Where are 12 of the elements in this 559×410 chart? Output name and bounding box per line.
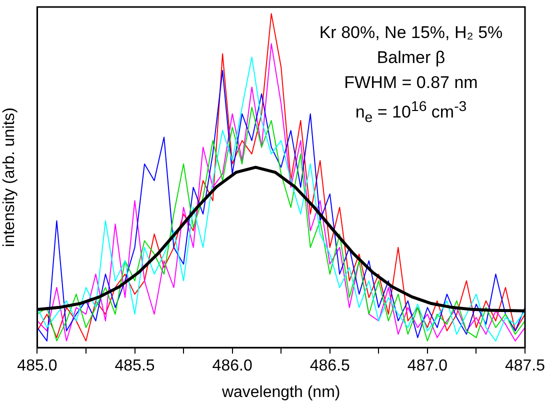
y-axis-title: intensity (arb. units) [1,107,18,248]
x-tick-label: 485.5 [114,358,155,375]
x-axis-title: wavelength (nm) [220,384,340,401]
annotation: Kr 80%, Ne 15%, H₂ 5% [318,22,504,44]
x-tick-label: 487.0 [407,358,448,375]
annotation: FWHM = 0.87 nm [343,72,479,94]
x-tick-label: 486.5 [310,358,350,375]
x-tick-label: 487.5 [504,358,546,375]
annotation: Balmer β [376,47,446,69]
x-tick-label: 485.0 [17,358,58,375]
annotation: n$_{e}$ = 10$^{16}$ cm$^{-3}$ [354,98,468,128]
x-tick-label: 486.0 [212,358,252,375]
